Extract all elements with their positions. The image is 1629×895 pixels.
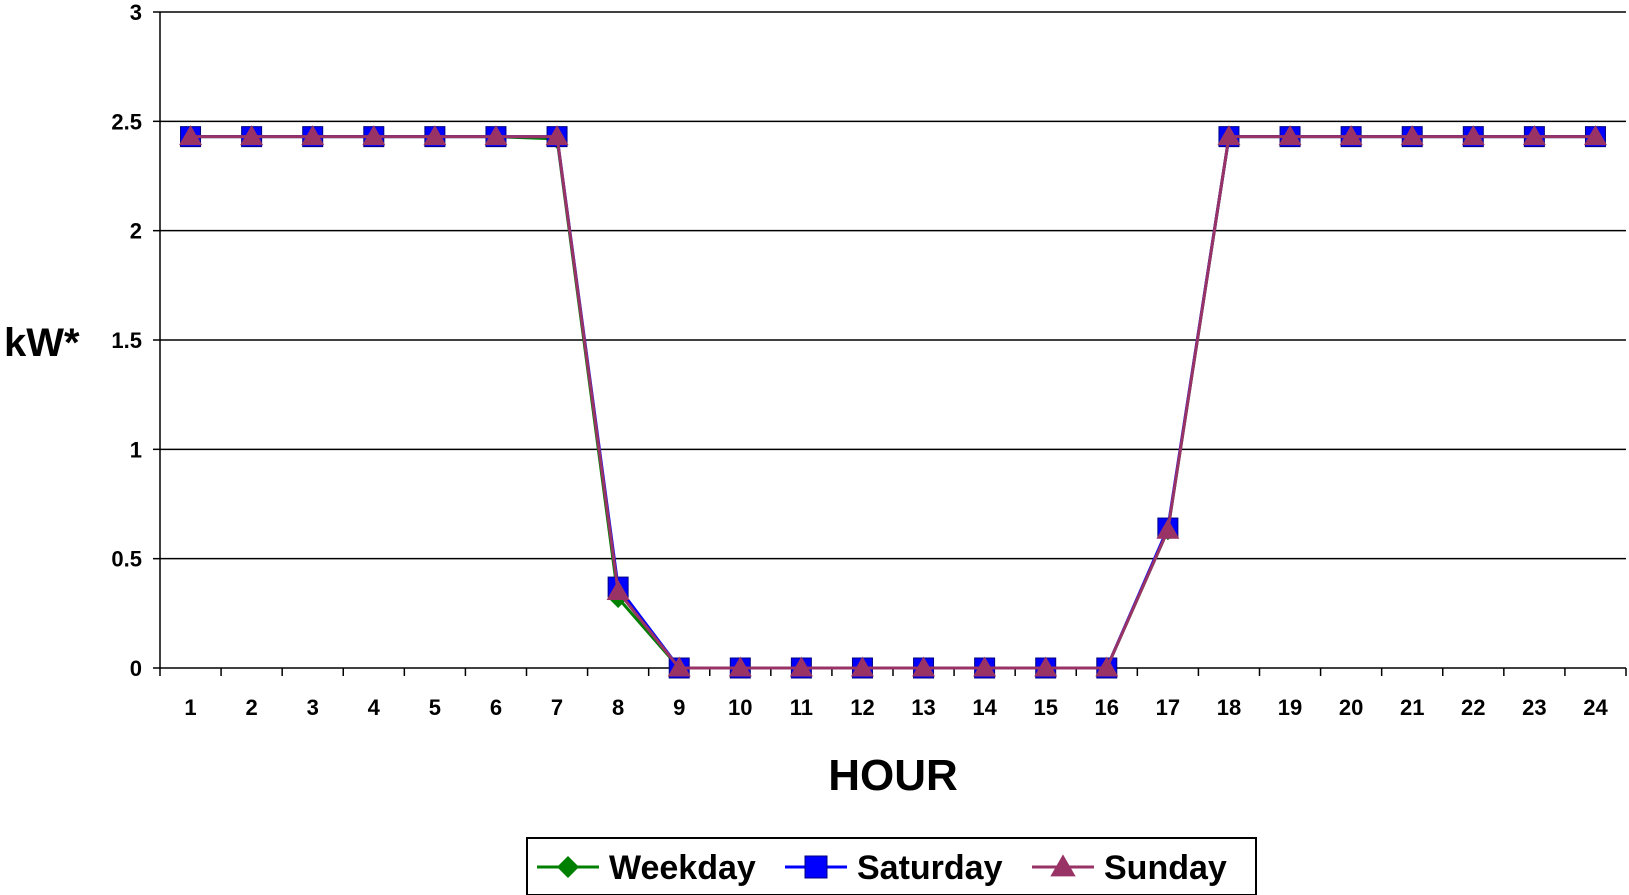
y-tick-label: 0	[130, 656, 142, 681]
data-point-triangle	[1217, 125, 1241, 146]
x-tick-label: 23	[1522, 695, 1546, 720]
data-point-triangle	[789, 656, 813, 677]
data-point-triangle	[179, 125, 203, 146]
x-tick-label: 24	[1583, 695, 1608, 720]
x-tick-label: 4	[368, 695, 381, 720]
data-point-triangle	[1156, 518, 1180, 539]
data-point-triangle	[973, 656, 997, 677]
series-line	[190, 135, 1596, 670]
axes	[153, 11, 1627, 676]
data-point-triangle	[240, 125, 264, 146]
y-tick-label: 1	[130, 437, 142, 462]
legend-item-sunday: Sunday	[1032, 849, 1227, 887]
data-point-triangle	[1278, 125, 1302, 146]
data-point-triangle	[484, 125, 508, 146]
data-point-triangle	[1339, 125, 1363, 146]
legend-marker-triangle	[1050, 854, 1076, 877]
x-tick-label: 14	[972, 695, 997, 720]
data-point-triangle	[667, 656, 691, 677]
x-tick-label: 19	[1278, 695, 1302, 720]
data-point-triangle	[545, 125, 569, 146]
x-tick-label: 5	[429, 695, 441, 720]
series-group	[179, 125, 1607, 679]
x-tick-label: 18	[1217, 695, 1241, 720]
x-tick-label: 11	[790, 695, 813, 720]
x-tick-label: 6	[490, 695, 502, 720]
data-point-triangle	[362, 125, 386, 146]
legend-label: Saturday	[857, 849, 1003, 887]
data-point-triangle	[1522, 125, 1546, 146]
x-tick-labels: 1 2 3 4 5 6 7 8 9 10 11 12 13 14 15 16 17 18 19 20 21 22 23 24	[184, 695, 1608, 720]
series-line	[190, 135, 1596, 670]
x-tick-label: 7	[551, 695, 563, 720]
x-axis-title: HOUR	[828, 751, 958, 800]
data-point-triangle	[606, 579, 630, 600]
data-point-triangle	[912, 656, 936, 677]
y-tick-labels: 0 0.5 1 1.5 2 2.5 3	[111, 0, 142, 681]
y-tick-label: 3	[130, 0, 142, 25]
data-point-triangle	[1583, 125, 1607, 146]
data-point-triangle	[850, 656, 874, 677]
x-tick-label: 12	[850, 695, 874, 720]
series-weekday	[180, 126, 1606, 678]
data-point-triangle	[423, 125, 447, 146]
data-point-triangle	[1400, 125, 1424, 146]
legend-marker-diamond	[557, 856, 579, 878]
x-tick-label: 3	[307, 695, 319, 720]
x-tick-label: 8	[612, 695, 624, 720]
legend-label: Weekday	[609, 849, 756, 887]
y-tick-label: 2	[130, 219, 142, 244]
x-tick-label: 10	[728, 695, 752, 720]
legend-marker-square	[804, 855, 828, 879]
legend-label: Sunday	[1104, 849, 1227, 887]
x-tick-label: 2	[246, 695, 258, 720]
x-tick-label: 15	[1033, 695, 1057, 720]
x-tick-label: 20	[1339, 695, 1363, 720]
x-tick-label: 21	[1400, 695, 1424, 720]
x-tick-label: 16	[1095, 695, 1119, 720]
x-tick-label: 13	[911, 695, 935, 720]
y-axis-title: kW*	[4, 321, 80, 365]
x-tick-label: 1	[184, 695, 196, 720]
legend-item-weekday: Weekday	[537, 849, 756, 887]
legend-box	[526, 837, 1257, 895]
data-point-triangle	[728, 656, 752, 677]
data-point-triangle	[301, 125, 325, 146]
series-line	[190, 135, 1596, 670]
legend-item-saturday: Saturday	[785, 849, 1003, 887]
x-tick-label: 17	[1156, 695, 1180, 720]
data-point-triangle	[1461, 125, 1485, 146]
gridlines	[160, 11, 1626, 560]
series-saturday	[180, 126, 1606, 679]
legend: Weekday Saturday Sunday	[526, 837, 1257, 895]
data-point-triangle	[1034, 656, 1058, 677]
series-sunday	[179, 125, 1607, 677]
x-tick-label: 9	[673, 695, 685, 720]
y-tick-label: 1.5	[111, 328, 142, 353]
y-tick-label: 0.5	[111, 547, 142, 572]
x-tick-label: 22	[1461, 695, 1485, 720]
y-tick-label: 2.5	[111, 109, 142, 134]
data-point-triangle	[1095, 656, 1119, 677]
